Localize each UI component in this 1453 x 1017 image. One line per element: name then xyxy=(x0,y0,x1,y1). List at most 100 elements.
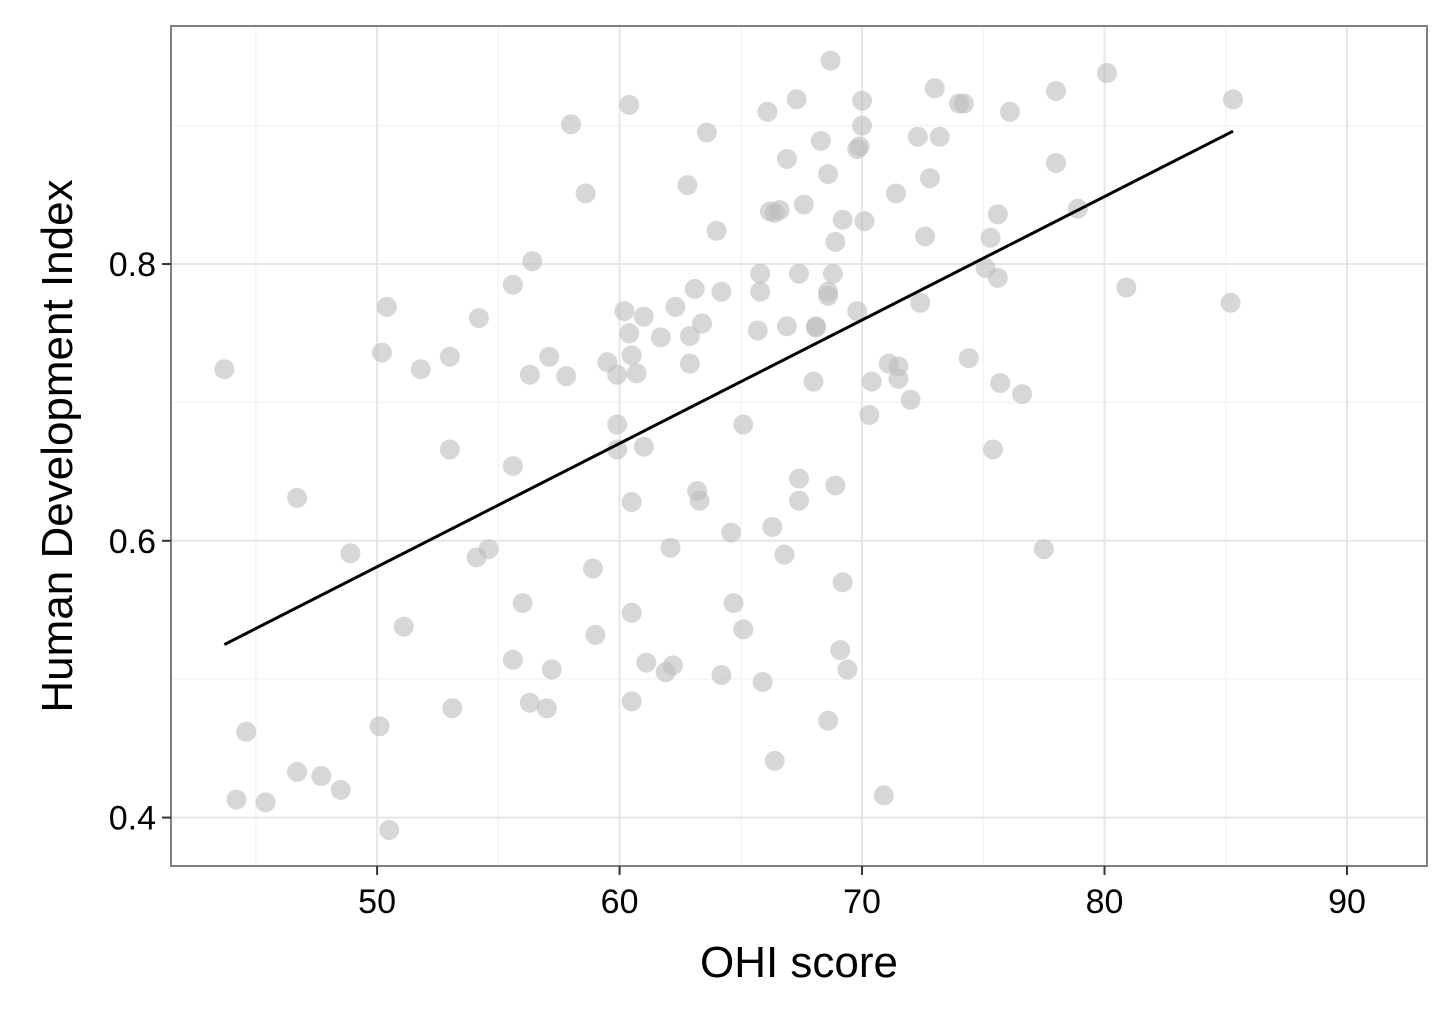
data-point xyxy=(633,436,654,457)
data-point xyxy=(818,710,839,731)
data-point xyxy=(536,698,557,719)
data-point xyxy=(330,779,351,800)
plot-panel-border xyxy=(170,25,1428,867)
data-point xyxy=(910,292,931,313)
data-point xyxy=(820,50,841,71)
data-point xyxy=(236,721,257,742)
data-point xyxy=(810,130,831,151)
data-point xyxy=(522,251,543,272)
data-point xyxy=(679,325,700,346)
data-point xyxy=(1012,384,1033,405)
data-point xyxy=(849,136,870,157)
data-point xyxy=(1046,81,1067,102)
data-point xyxy=(776,148,797,169)
x-tick-label: 50 xyxy=(358,883,396,921)
data-point xyxy=(1046,153,1067,174)
data-point xyxy=(733,619,754,640)
data-point xyxy=(830,640,851,661)
data-point xyxy=(825,475,846,496)
data-point xyxy=(764,750,785,771)
data-point xyxy=(1033,539,1054,560)
data-point xyxy=(621,602,642,623)
data-point xyxy=(614,301,635,322)
data-point xyxy=(861,371,882,392)
data-point xyxy=(888,368,909,389)
data-point xyxy=(621,492,642,513)
data-point xyxy=(929,126,950,147)
data-point xyxy=(684,278,705,299)
data-point xyxy=(706,220,727,241)
data-point xyxy=(789,263,809,284)
data-point xyxy=(466,547,487,568)
data-point xyxy=(665,296,686,317)
data-points xyxy=(214,50,1244,841)
data-point xyxy=(621,691,642,712)
data-point xyxy=(585,624,606,645)
data-point xyxy=(633,306,654,327)
data-point xyxy=(607,439,628,460)
data-point xyxy=(825,231,846,252)
data-point xyxy=(369,716,390,737)
data-point xyxy=(822,263,843,284)
data-point xyxy=(832,572,853,593)
data-point xyxy=(214,359,235,380)
data-point xyxy=(607,364,628,385)
data-point xyxy=(774,544,795,565)
data-point xyxy=(393,616,414,637)
data-point xyxy=(907,126,928,147)
data-point xyxy=(287,487,308,508)
data-point xyxy=(847,301,868,322)
data-point xyxy=(958,348,979,369)
data-point xyxy=(371,342,392,363)
data-point xyxy=(502,649,523,670)
data-point xyxy=(803,371,824,392)
data-point xyxy=(696,122,717,143)
data-point xyxy=(733,414,754,435)
data-point xyxy=(750,281,771,302)
data-point xyxy=(789,468,809,489)
data-point xyxy=(692,313,713,334)
data-point xyxy=(953,93,974,114)
major-gridlines xyxy=(171,26,1427,866)
data-point xyxy=(689,490,710,511)
data-point xyxy=(619,323,640,344)
data-point xyxy=(519,692,540,713)
data-point xyxy=(832,209,853,230)
data-point xyxy=(255,792,276,813)
data-point xyxy=(818,164,839,185)
data-point xyxy=(711,665,732,686)
data-point xyxy=(818,285,839,306)
data-point xyxy=(679,353,700,374)
data-point xyxy=(468,307,489,328)
data-point xyxy=(650,327,671,348)
data-point xyxy=(987,267,1008,288)
data-point xyxy=(340,543,361,564)
y-tick-label: 0.8 xyxy=(109,246,156,284)
data-point xyxy=(711,281,732,302)
data-point xyxy=(502,274,523,295)
data-point xyxy=(885,183,906,204)
data-point xyxy=(980,227,1001,248)
data-point xyxy=(607,414,628,435)
minor-gridlines xyxy=(171,26,1427,866)
x-tick-label: 90 xyxy=(1328,883,1366,921)
data-point xyxy=(776,316,797,337)
data-point xyxy=(556,366,577,387)
x-tick-label: 60 xyxy=(601,883,639,921)
data-point xyxy=(999,101,1020,122)
data-point xyxy=(660,537,681,558)
data-point xyxy=(764,202,785,223)
data-point xyxy=(859,404,880,425)
data-point xyxy=(512,593,533,614)
data-point xyxy=(1116,277,1137,298)
data-point xyxy=(561,114,582,135)
data-point xyxy=(582,558,603,579)
data-point xyxy=(900,389,921,410)
data-point xyxy=(621,345,642,366)
data-point xyxy=(786,89,807,110)
y-axis-title: Human Development Index xyxy=(33,179,82,712)
data-point xyxy=(723,593,744,614)
data-point xyxy=(287,761,308,782)
